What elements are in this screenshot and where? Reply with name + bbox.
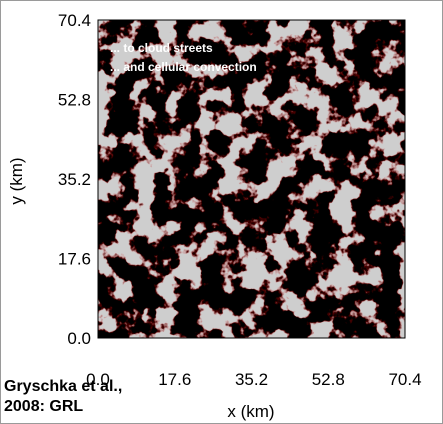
- cloud-pattern: [98, 20, 405, 338]
- y-tick-label: 17.6: [58, 250, 91, 269]
- y-tick-label: 52.8: [58, 91, 91, 110]
- citation-line-2: 2008: GRL: [4, 398, 84, 415]
- y-tick-label: 35.2: [58, 170, 91, 189]
- plot-border: [97, 19, 406, 339]
- y-axis: 0.0 17.6 35.2 52.8 70.4: [58, 11, 91, 348]
- x-tick-label: 35.2: [235, 370, 268, 389]
- x-tick-label: 70.4: [388, 370, 421, 389]
- x-axis: 0.0 17.6 35.2 52.8 70.4: [86, 370, 421, 389]
- citation: Gryschka et al., 2008: GRL: [4, 377, 122, 417]
- cloud-field-heatmap: [97, 19, 406, 339]
- x-axis-label: x (km): [227, 402, 274, 421]
- y-tick-label: 70.4: [58, 11, 91, 30]
- y-tick-label: 0.0: [67, 329, 91, 348]
- x-tick-label: 0.0: [86, 370, 110, 389]
- citation-line-1: Gryschka et al.,: [4, 378, 123, 395]
- x-tick-label: 17.6: [158, 370, 191, 389]
- annotation-line-2: ... and cellular convection: [110, 60, 257, 74]
- x-tick-label: 52.8: [312, 370, 345, 389]
- y-axis-label: y (km): [7, 157, 26, 204]
- annotation-line-1: ... to cloud streets: [110, 41, 213, 55]
